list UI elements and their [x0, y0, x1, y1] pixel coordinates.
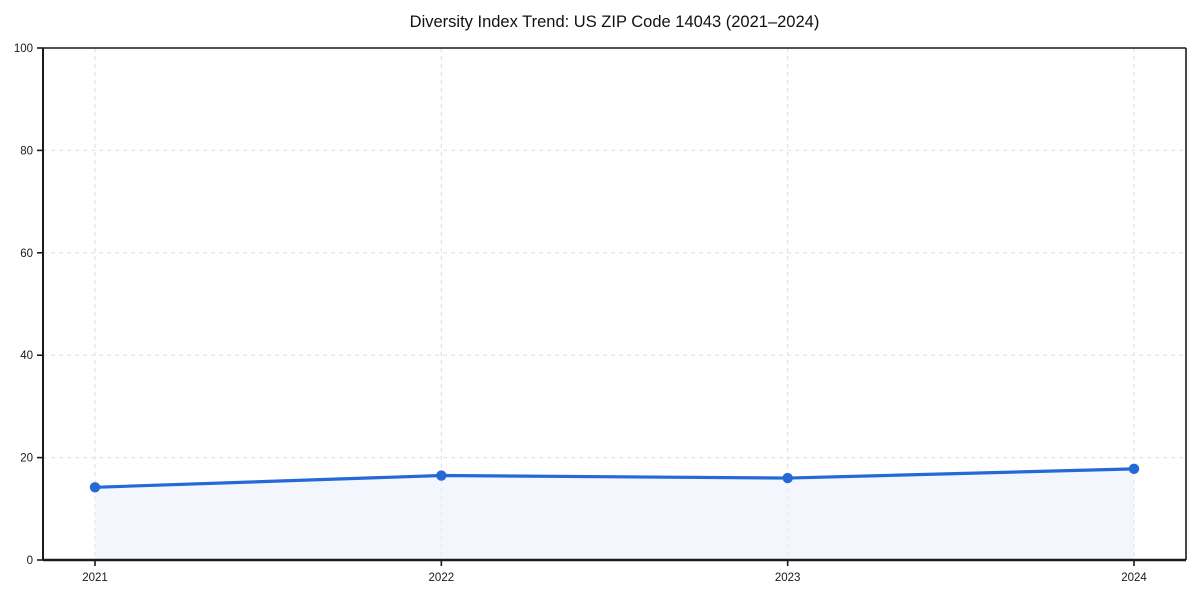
x-tick-label: 2021: [82, 572, 108, 584]
data-point-marker: [436, 470, 447, 481]
data-point-marker: [1128, 463, 1140, 475]
series-area-fill: [95, 468, 1134, 560]
series-line: [93, 467, 1136, 489]
y-tick-label: 100: [14, 43, 33, 55]
x-tick-label: 2024: [1121, 572, 1147, 584]
data-point-marker: [89, 482, 101, 493]
y-tick-label: 20: [20, 453, 33, 465]
y-tick-label: 80: [20, 145, 33, 157]
y-tick-label: 0: [27, 555, 33, 567]
y-tick-label: 40: [20, 350, 33, 362]
chart-title: Diversity Index Trend: US ZIP Code 14043…: [409, 13, 820, 31]
x-tick-label: 2022: [429, 572, 455, 584]
y-tick-label: 60: [20, 248, 33, 260]
x-tick-label: 2023: [775, 572, 801, 584]
data-point-marker: [782, 472, 793, 484]
